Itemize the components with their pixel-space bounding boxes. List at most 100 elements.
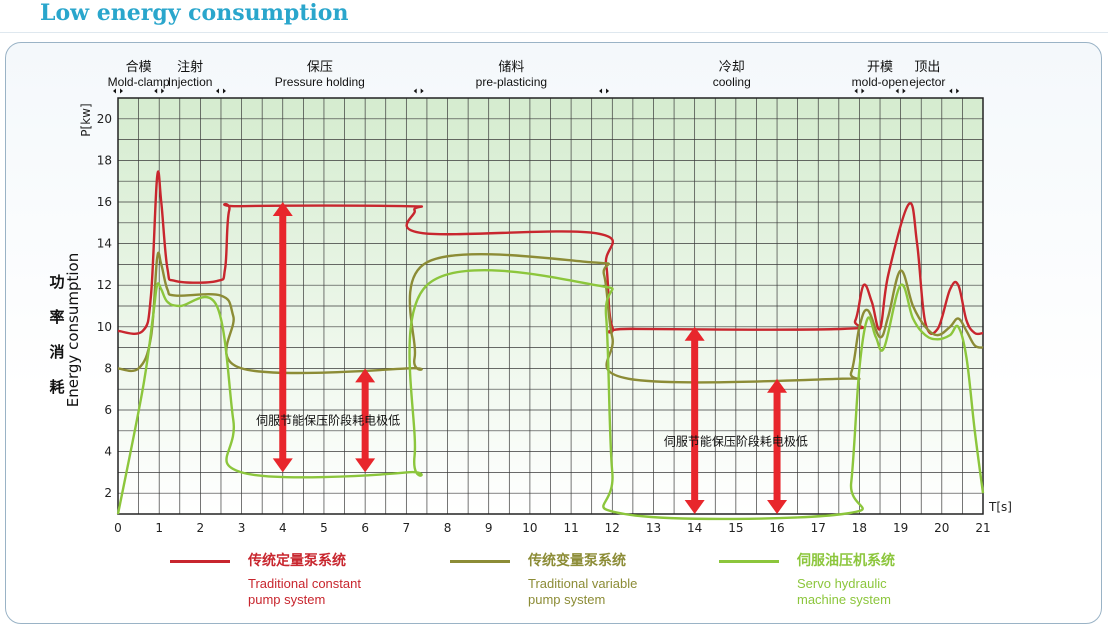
y-tick-label: 16 [97,195,112,209]
double-arrow [272,202,293,473]
legend-label-cn: 伺服油压机系统 [797,553,895,569]
phase-label-cn: 保压 [307,60,333,75]
title-divider [0,32,1108,33]
x-tick-label: 13 [646,521,661,535]
arrow-head-up [767,378,788,393]
tick-labels: 0 1 2 3 4 5 6 7 8 9 10 11 12 13 14 15 16 17 18 19 20 21246810… [97,112,991,535]
x-tick-label: 17 [811,521,826,535]
phase-boundary-marker [949,88,960,94]
phase-label-en: mold-open [852,75,909,89]
arrow-head-down [767,500,788,514]
x-tick-label: 14 [687,521,702,535]
x-tick-label: 11 [563,521,578,535]
legend-label-en: Traditional constant pump system [248,576,361,607]
phase-label-en: ejector [909,75,945,89]
double-arrow [355,368,376,473]
arrow-shaft [361,380,369,461]
arrow-shaft [773,390,781,502]
x-tick-label: 21 [975,521,990,535]
x-tick-label: 20 [934,521,949,535]
phase-label-en: pre-plasticing [476,75,547,89]
x-tick-label: 6 [361,521,369,535]
phase-boundary-marker [413,88,424,94]
phase-label-cn: 冷却 [719,60,745,75]
x-tick-label: 5 [320,521,328,535]
x-tick-label: 12 [605,521,620,535]
y-tick-label: 2 [104,486,112,500]
double-arrows [272,202,788,514]
annotation-text: 伺服节能保压阶段耗电极低 [256,413,400,428]
phase-boundary-marker [154,88,165,94]
phase-label-en: Injection [168,75,213,89]
y-label-cn-char: 耗 [49,378,64,396]
phase-boundary-marker [113,88,123,94]
x-tick-label: 18 [852,521,867,535]
x-tick-label: 3 [238,521,246,535]
y-label-cn-char: 消 [49,343,64,361]
legend-swatch-servo [719,560,779,563]
phase-label-cn: 顶出 [914,60,940,75]
series-lines [116,170,985,521]
x-tick-label: 16 [769,521,784,535]
legend-label-cn: 传统变量泵系统 [528,553,626,569]
series-line-1 [117,251,984,384]
x-tick-label: 2 [197,521,205,535]
page-title: Low energy consumption [40,0,349,26]
grid-lines [117,97,984,515]
phase-boundary-marker [599,88,610,94]
x-tick-label: 8 [444,521,452,535]
arrow-head-up [272,202,293,216]
x-tick-label: 0 [114,521,122,535]
legend-swatch-variable [450,560,510,563]
x-tick-label: 1 [155,521,163,535]
y-unit-label: P[kw] [79,103,93,136]
y-tick-label: 14 [97,237,112,251]
x-unit-label: T[s] [988,500,1012,514]
y-label-cn-char: 率 [49,308,64,326]
phase-boundary-marker [215,88,226,94]
annotation-text: 伺服节能保压阶段耗电极低 [664,433,808,448]
phase-label-cn: 合模 [126,60,152,75]
y-label-en: Energy consumption [64,253,82,407]
legend-label-cn: 传统定量泵系统 [248,553,346,569]
y-tick-label: 4 [104,445,112,459]
y-tick-label: 8 [104,361,112,375]
legend-label-en: Traditional variable pump system [528,576,638,607]
phase-label-cn: 注射 [177,59,203,75]
y-tick-label: 10 [97,320,112,334]
y-tick-label: 20 [97,112,112,126]
x-tick-label: 4 [279,521,287,535]
y-tick-label: 12 [97,278,112,292]
arrow-head-down [272,458,293,473]
series-line-2 [116,269,985,521]
plot-border [117,97,984,515]
arrow-head-up [355,368,376,383]
x-tick-label: 15 [728,521,743,535]
arrow-shaft [691,338,699,502]
double-arrow [767,378,788,514]
arrow-head-down [684,500,705,514]
legend-label-en: Servo hydraulic machine system [797,576,891,607]
x-tick-label: 9 [485,521,493,535]
phase-boundary-marker [895,88,906,94]
phase-label-en: Pressure holding [275,75,365,89]
x-tick-label: 7 [403,521,411,535]
y-tick-label: 6 [104,403,112,417]
arrow-shaft [279,214,287,461]
phase-boundary-marker [854,88,865,94]
phase-label-cn: 储料 [498,60,524,75]
arrow-head-down [355,458,376,473]
double-arrow [684,326,705,514]
phase-label-cn: 开模 [867,60,893,75]
x-tick-label: 10 [522,521,537,535]
y-label-cn-char: 功 [49,273,64,291]
legend-swatch-constant [170,560,230,563]
x-tick-label: 19 [893,521,908,535]
arrow-head-up [684,326,705,341]
phase-label-en: cooling [713,75,751,89]
y-tick-label: 18 [97,153,112,167]
phase-label-en: Mold-clamp [108,75,170,89]
